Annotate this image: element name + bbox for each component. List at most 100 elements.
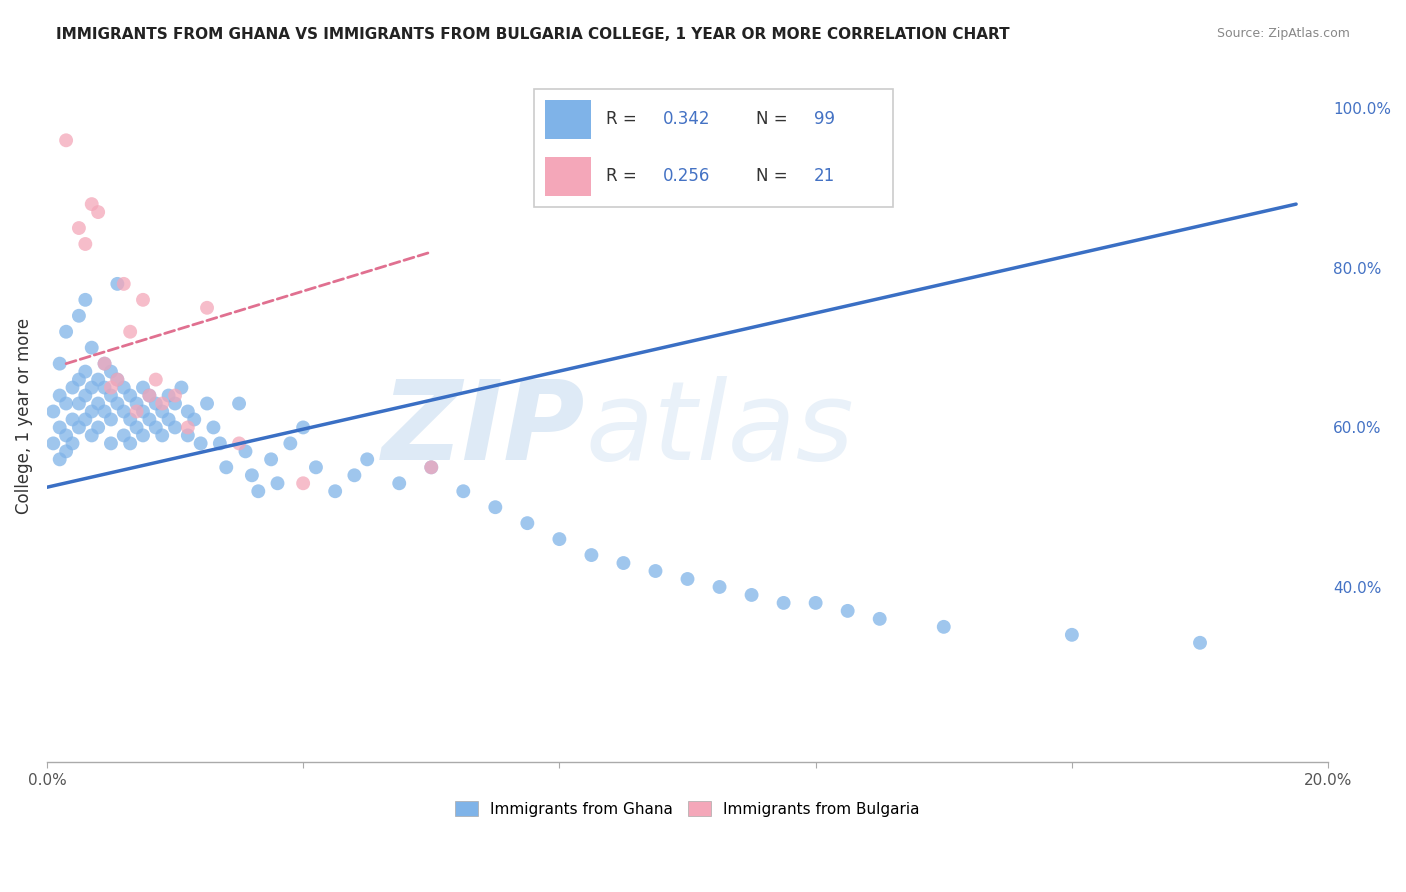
Point bbox=[581, 548, 603, 562]
Point bbox=[48, 420, 70, 434]
Point bbox=[93, 357, 115, 371]
Point bbox=[67, 396, 90, 410]
Point bbox=[75, 412, 97, 426]
Text: IMMIGRANTS FROM GHANA VS IMMIGRANTS FROM BULGARIA COLLEGE, 1 YEAR OR MORE CORREL: IMMIGRANTS FROM GHANA VS IMMIGRANTS FROM… bbox=[56, 27, 1010, 42]
Point bbox=[55, 428, 77, 442]
Point bbox=[741, 588, 763, 602]
Point bbox=[709, 580, 731, 594]
Point bbox=[62, 380, 84, 394]
Point bbox=[772, 596, 794, 610]
Point bbox=[644, 564, 666, 578]
Point bbox=[132, 293, 155, 307]
Point bbox=[87, 205, 110, 219]
Point bbox=[120, 436, 142, 450]
Point bbox=[278, 436, 301, 450]
Point bbox=[75, 237, 97, 252]
Point bbox=[163, 396, 186, 410]
Legend: Immigrants from Ghana, Immigrants from Bulgaria: Immigrants from Ghana, Immigrants from B… bbox=[447, 793, 928, 824]
Point bbox=[80, 428, 103, 442]
Point bbox=[125, 396, 148, 410]
Point bbox=[516, 516, 538, 530]
Point bbox=[80, 404, 103, 418]
Point bbox=[105, 373, 128, 387]
Point bbox=[105, 277, 128, 291]
Point bbox=[138, 388, 160, 402]
Point bbox=[157, 388, 180, 402]
Point bbox=[195, 301, 218, 315]
Point bbox=[93, 380, 115, 394]
Point bbox=[145, 396, 167, 410]
Point bbox=[837, 604, 859, 618]
Point bbox=[87, 420, 110, 434]
Text: Source: ZipAtlas.com: Source: ZipAtlas.com bbox=[1216, 27, 1350, 40]
Point bbox=[112, 404, 135, 418]
Point bbox=[67, 221, 90, 235]
Point bbox=[240, 468, 263, 483]
Point bbox=[202, 420, 225, 434]
Point bbox=[228, 396, 250, 410]
Point bbox=[112, 428, 135, 442]
Point bbox=[177, 428, 200, 442]
Point bbox=[190, 436, 212, 450]
Point bbox=[343, 468, 366, 483]
Point bbox=[183, 412, 205, 426]
Point bbox=[55, 325, 77, 339]
Point bbox=[120, 325, 142, 339]
Point bbox=[62, 412, 84, 426]
Point bbox=[150, 396, 173, 410]
Point bbox=[100, 365, 122, 379]
Point bbox=[228, 436, 250, 450]
Point bbox=[356, 452, 378, 467]
Point bbox=[48, 452, 70, 467]
Point bbox=[1188, 636, 1211, 650]
Point bbox=[145, 373, 167, 387]
Point bbox=[80, 380, 103, 394]
Point bbox=[87, 396, 110, 410]
Text: ZIP: ZIP bbox=[381, 376, 585, 483]
Point bbox=[195, 396, 218, 410]
Point bbox=[93, 357, 115, 371]
Point bbox=[75, 365, 97, 379]
Point bbox=[150, 428, 173, 442]
Point bbox=[869, 612, 891, 626]
Point bbox=[208, 436, 231, 450]
Point bbox=[932, 620, 955, 634]
Point bbox=[292, 420, 315, 434]
Point bbox=[138, 388, 160, 402]
Point bbox=[132, 404, 155, 418]
Point bbox=[48, 388, 70, 402]
Point bbox=[804, 596, 827, 610]
Point bbox=[177, 420, 200, 434]
Point bbox=[67, 373, 90, 387]
Point bbox=[177, 404, 200, 418]
Point bbox=[42, 436, 65, 450]
Point bbox=[145, 420, 167, 434]
Point bbox=[484, 500, 506, 515]
Point bbox=[125, 420, 148, 434]
Point bbox=[55, 396, 77, 410]
Point bbox=[87, 373, 110, 387]
Point bbox=[157, 412, 180, 426]
Point bbox=[163, 420, 186, 434]
Point bbox=[420, 460, 443, 475]
Point bbox=[100, 380, 122, 394]
Point bbox=[120, 388, 142, 402]
Point bbox=[612, 556, 634, 570]
Point bbox=[112, 277, 135, 291]
Point bbox=[42, 404, 65, 418]
Point bbox=[48, 357, 70, 371]
Point bbox=[100, 412, 122, 426]
Text: atlas: atlas bbox=[585, 376, 853, 483]
Point bbox=[105, 396, 128, 410]
Point bbox=[132, 428, 155, 442]
Point bbox=[170, 380, 193, 394]
Point bbox=[132, 380, 155, 394]
Point bbox=[676, 572, 699, 586]
Point bbox=[215, 460, 238, 475]
Point bbox=[62, 436, 84, 450]
Point bbox=[247, 484, 270, 499]
Point bbox=[55, 444, 77, 458]
Point bbox=[305, 460, 328, 475]
Point bbox=[100, 388, 122, 402]
Point bbox=[80, 197, 103, 211]
